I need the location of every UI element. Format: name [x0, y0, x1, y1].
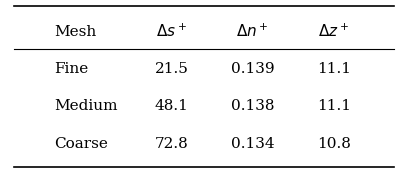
Text: 0.138: 0.138 — [231, 99, 274, 113]
Text: 0.134: 0.134 — [231, 137, 275, 150]
Text: 11.1: 11.1 — [317, 62, 350, 76]
Text: Medium: Medium — [54, 99, 118, 113]
Text: 10.8: 10.8 — [317, 137, 350, 150]
Text: $\Delta s^+$: $\Delta s^+$ — [156, 23, 187, 40]
Text: 21.5: 21.5 — [155, 62, 188, 76]
Text: Mesh: Mesh — [54, 25, 96, 39]
Text: $\Delta z^+$: $\Delta z^+$ — [318, 23, 349, 40]
Text: 11.1: 11.1 — [317, 99, 350, 113]
Text: 48.1: 48.1 — [155, 99, 188, 113]
Text: $\Delta n^+$: $\Delta n^+$ — [236, 23, 269, 40]
Text: 72.8: 72.8 — [155, 137, 188, 150]
Text: Coarse: Coarse — [54, 137, 108, 150]
Text: Fine: Fine — [54, 62, 88, 76]
Text: 0.139: 0.139 — [231, 62, 275, 76]
